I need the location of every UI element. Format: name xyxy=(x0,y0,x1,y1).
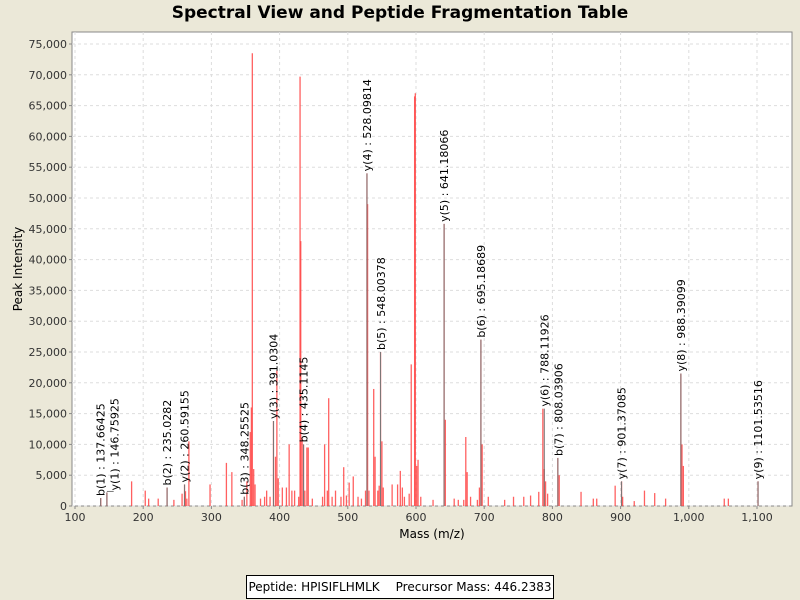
y-tick-label: 20,000 xyxy=(29,377,68,390)
y-tick-label: 60,000 xyxy=(29,130,68,143)
precursor-mass-label: Precursor Mass: 446.2383 xyxy=(395,580,552,594)
peak-annotation-label: b(1) : 137.66425 xyxy=(95,403,108,496)
x-tick-label: 1,100 xyxy=(741,511,773,524)
y-tick-label: 25,000 xyxy=(29,346,68,359)
y-tick-label: 30,000 xyxy=(29,315,68,328)
peak-annotation-label: b(7) : 808.03906 xyxy=(552,363,565,456)
peak-annotation-label: b(5) : 548.00378 xyxy=(375,257,388,350)
peak-annotation-label: y(4) : 528.09814 xyxy=(361,79,374,171)
peptide-label: Peptide: HPISIFLHMLK xyxy=(248,580,380,594)
peak-annotation-label: y(6) : 788.11926 xyxy=(538,314,551,406)
x-tick-label: 700 xyxy=(474,511,495,524)
y-tick-label: 50,000 xyxy=(29,192,68,205)
y-tick-label: 5,000 xyxy=(36,469,68,482)
peak-annotation-label: b(4) : 435.1145 xyxy=(298,357,311,443)
y-tick-label: 70,000 xyxy=(29,69,68,82)
peak-annotation-label: y(3) : 391.0304 xyxy=(267,334,280,419)
y-tick-label: 10,000 xyxy=(29,438,68,451)
x-tick-label: 300 xyxy=(201,511,222,524)
peptide-info-box: Peptide: HPISIFLHMLK Precursor Mass: 446… xyxy=(246,575,554,599)
y-tick-label: 55,000 xyxy=(29,161,68,174)
y-tick-label: 65,000 xyxy=(29,100,68,113)
peak-annotation-label: y(8) : 988.39099 xyxy=(675,279,688,371)
x-tick-label: 400 xyxy=(269,511,290,524)
y-tick-label: 35,000 xyxy=(29,284,68,297)
peak-annotation-label: b(2) : 235.0282 xyxy=(161,400,174,486)
x-tick-label: 500 xyxy=(337,511,358,524)
x-tick-label: 800 xyxy=(542,511,563,524)
plot-area xyxy=(71,31,793,507)
peak-annotation-label: b(6) : 695.18689 xyxy=(475,245,488,338)
chart-title: Spectral View and Peptide Fragmentation … xyxy=(171,3,629,23)
y-tick-label: 15,000 xyxy=(29,408,68,421)
peak-annotation-label: y(2) : 260.59155 xyxy=(179,390,192,482)
x-axis-label: Mass (m/z) xyxy=(399,527,464,541)
peak-annotation-label: y(1) : 146.75925 xyxy=(109,398,122,490)
y-tick-label: 45,000 xyxy=(29,223,68,236)
y-tick-label: 40,000 xyxy=(29,254,68,267)
peak-annotation-label: y(5) : 641.18066 xyxy=(438,130,451,222)
x-tick-label: 200 xyxy=(133,511,154,524)
y-axis-label: Peak Intensity xyxy=(11,227,25,312)
peak-annotation-label: y(7) : 901.37085 xyxy=(616,387,629,479)
x-tick-label: 600 xyxy=(406,511,427,524)
x-tick-label: 900 xyxy=(610,511,631,524)
peak-annotation-label: b(3) : 348.25525 xyxy=(238,402,251,495)
x-tick-label: 100 xyxy=(65,511,86,524)
y-tick-label: 0 xyxy=(60,500,67,513)
x-tick-label: 1,000 xyxy=(673,511,705,524)
peak-annotation-label: y(9) : 1101.53516 xyxy=(752,380,765,479)
y-tick-label: 75,000 xyxy=(29,38,68,51)
